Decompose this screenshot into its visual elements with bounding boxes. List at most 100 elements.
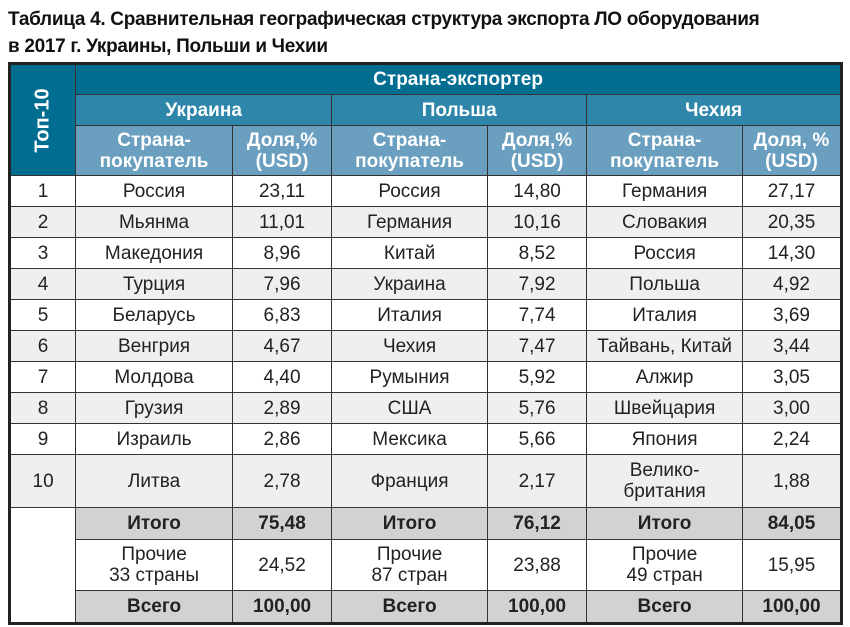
- total-row-label: Итого: [75, 507, 233, 540]
- buyer-country-cell: Беларусь: [75, 299, 233, 331]
- table-caption: Таблица 4. Сравнительная географическая …: [8, 6, 760, 60]
- share-cell: 3,05: [741, 361, 843, 393]
- others-row-label: Прочие 33 страны: [75, 539, 233, 591]
- buyer-country-cell: Македония: [75, 237, 233, 269]
- share-cell: 7,96: [231, 268, 333, 300]
- buyer-country-cell: Китай: [331, 237, 488, 269]
- buyer-country-cell: Велико-британия: [586, 454, 743, 508]
- share-cell: 5,76: [486, 392, 588, 424]
- share-cell: 2,89: [231, 392, 333, 424]
- rank-cell: 9: [8, 423, 77, 455]
- country-header-czechia: Чехия: [586, 94, 842, 126]
- grand-total-row-label: Всего: [586, 590, 743, 624]
- total-row-value: 76,12: [486, 507, 588, 540]
- share-cell: 14,30: [741, 237, 843, 269]
- buyer-country-cell: Турция: [75, 268, 233, 300]
- share-cell: 20,35: [741, 206, 843, 238]
- share-cell: 14,80: [486, 175, 588, 207]
- table-row: 4 Турция 7,96 Украина 7,92 Польша 4,92: [8, 268, 843, 300]
- others-row-value: 15,95: [741, 539, 843, 591]
- rank-cell: 6: [8, 330, 77, 362]
- total-row-value: 75,48: [231, 507, 333, 540]
- grand-total-row-label: Всего: [75, 590, 233, 624]
- buyer-country-cell: Польша: [586, 268, 743, 300]
- rank-cell: 7: [8, 361, 77, 393]
- buyer-country-cell: Чехия: [331, 330, 488, 362]
- share-cell: 4,67: [231, 330, 333, 362]
- buyer-country-cell: Италия: [586, 299, 743, 331]
- table-row: 3 Македония 8,96 Китай 8,52 Россия 14,30: [8, 237, 843, 269]
- others-row-label: Прочие 87 стран: [331, 539, 488, 591]
- rank-cell: 3: [8, 237, 77, 269]
- buyer-country-cell: Италия: [331, 299, 488, 331]
- rank-cell: 1: [8, 175, 77, 207]
- share-cell: 2,24: [741, 423, 843, 455]
- buyer-country-cell: Япония: [586, 423, 743, 455]
- others-row-value: 23,88: [486, 539, 588, 591]
- others-row-label: Прочие 49 стран: [586, 539, 743, 591]
- buyer-country-cell: Мексика: [331, 423, 488, 455]
- buyer-country-cell: Румыния: [331, 361, 488, 393]
- table-row: 10 Литва 2,78 Франция 2,17 Велико-британия 1,8…: [8, 454, 843, 508]
- table-row: 5 Беларусь 6,83 Италия 7,74 Италия 3,69: [8, 299, 843, 331]
- grand-total-row-value: 100,00: [231, 590, 333, 624]
- country-header-poland: Польша: [331, 94, 588, 126]
- table-row: 8 Грузия 2,89 США 5,76 Швейцария 3,00: [8, 392, 843, 424]
- buyer-country-cell: Германия: [586, 175, 743, 207]
- share-header: Доля, % (USD): [741, 125, 843, 176]
- share-cell: 7,47: [486, 330, 588, 362]
- total-row-label: Итого: [586, 507, 743, 540]
- buyer-country-cell: Венгрия: [75, 330, 233, 362]
- buyer-country-cell: Алжир: [586, 361, 743, 393]
- table-row: 2 Мьянма 11,01 Германия 10,16 Словакия 20,35: [8, 206, 843, 238]
- share-cell: 3,00: [741, 392, 843, 424]
- buyer-country-header: Страна-покупатель: [586, 125, 743, 176]
- top10-header: Топ-10: [8, 63, 77, 176]
- rank-cell: 2: [8, 206, 77, 238]
- share-cell: 5,66: [486, 423, 588, 455]
- buyer-country-cell: Молдова: [75, 361, 233, 393]
- rank-cell: 10: [8, 454, 77, 508]
- caption-line: Таблица 4. Сравнительная географическая …: [8, 9, 760, 30]
- share-cell: 3,44: [741, 330, 843, 362]
- buyer-country-header: Страна-покупатель: [75, 125, 233, 176]
- buyer-country-cell: Германия: [331, 206, 488, 238]
- country-header-ukraine: Украина: [75, 94, 333, 126]
- share-cell: 5,92: [486, 361, 588, 393]
- buyer-country-cell: Россия: [331, 175, 488, 207]
- share-cell: 8,52: [486, 237, 588, 269]
- blank-cell: [8, 507, 77, 624]
- share-cell: 2,78: [231, 454, 333, 508]
- buyer-country-cell: Словакия: [586, 206, 743, 238]
- grand-total-row-label: Всего: [331, 590, 488, 624]
- share-cell: 7,92: [486, 268, 588, 300]
- buyer-country-header: Страна-покупатель: [331, 125, 488, 176]
- share-cell: 6,83: [231, 299, 333, 331]
- grand-total-row: Всего 100,00 Всего 100,00 Всего 100,00: [10, 590, 843, 624]
- share-cell: 27,17: [741, 175, 843, 207]
- grand-total-row-value: 100,00: [741, 590, 843, 624]
- share-cell: 1,88: [741, 454, 843, 508]
- buyer-country-cell: Тайвань, Китай: [586, 330, 743, 362]
- buyer-country-cell: Литва: [75, 454, 233, 508]
- total-row-label: Итого: [331, 507, 488, 540]
- share-cell: 10,16: [486, 206, 588, 238]
- share-cell: 8,96: [231, 237, 333, 269]
- share-cell: 11,01: [231, 206, 333, 238]
- share-cell: 2,17: [486, 454, 588, 508]
- total-row: Итого 75,48 Итого 76,12 Итого 84,05: [8, 507, 843, 624]
- others-row: Прочие 33 страны 24,52 Прочие 87 стран 23,88 П…: [10, 539, 843, 591]
- buyer-country-cell: Мьянма: [75, 206, 233, 238]
- rank-cell: 8: [8, 392, 77, 424]
- share-header: Доля,% (USD): [231, 125, 333, 176]
- buyer-country-cell: Швейцария: [586, 392, 743, 424]
- share-cell: 7,74: [486, 299, 588, 331]
- total-row-value: 84,05: [741, 507, 843, 540]
- grand-total-row-value: 100,00: [486, 590, 588, 624]
- buyer-country-cell: Россия: [586, 237, 743, 269]
- share-cell: 23,11: [231, 175, 333, 207]
- export-structure-table: Топ-10 Страна-экспортер Украина Польша Ч…: [8, 62, 843, 625]
- share-cell: 2,86: [231, 423, 333, 455]
- share-cell: 4,92: [741, 268, 843, 300]
- table-row: 9 Израиль 2,86 Мексика 5,66 Япония 2,24: [8, 423, 843, 455]
